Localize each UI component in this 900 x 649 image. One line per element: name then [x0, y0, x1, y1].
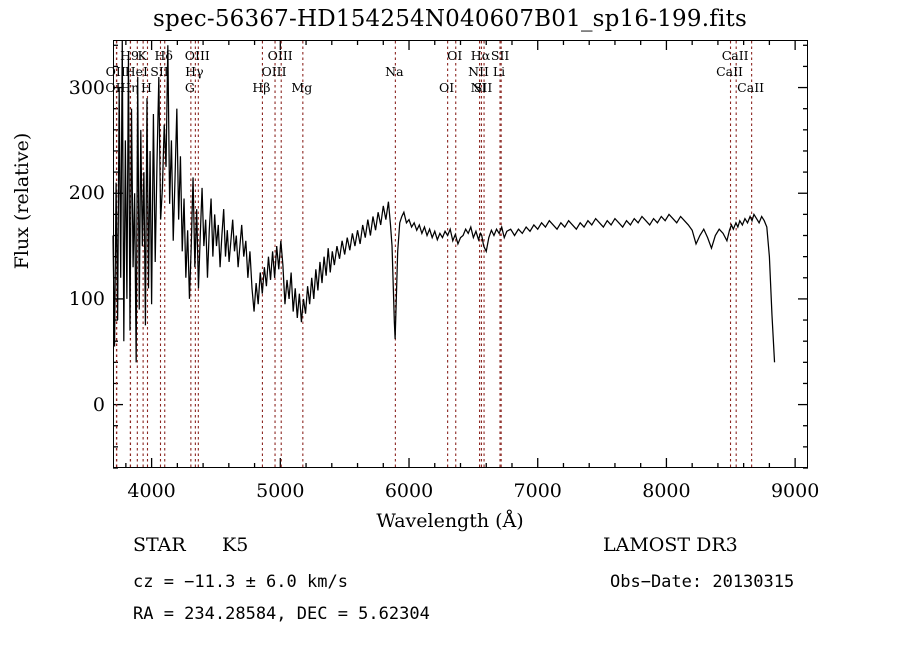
figure-title: spec-56367-HD154254N040607B01_sp16-199.f… — [153, 6, 747, 32]
line-label-oiii: OIII — [267, 48, 293, 63]
x-tick-label: 8000 — [642, 480, 691, 502]
line-label-sii: SII — [150, 64, 169, 79]
y-tick-label: 200 — [68, 182, 105, 205]
line-label-g: G — [184, 80, 195, 95]
line-label-oii: OII — [105, 80, 126, 95]
spectrum-trace — [112, 39, 776, 363]
line-label-ni: NI — [470, 80, 487, 95]
line-label-h: Hδ — [154, 48, 173, 63]
line-label-caii: CaII — [737, 80, 765, 95]
line-label-oi: OI — [447, 48, 463, 63]
x-tick-label: 7000 — [513, 480, 562, 502]
y-tick-label: 0 — [92, 393, 105, 416]
line-label-sii: SII — [490, 48, 510, 63]
x-tick-label: 5000 — [256, 480, 305, 502]
line-marker-group — [115, 41, 753, 467]
object-subclass: K5 — [222, 534, 249, 556]
line-label-caii: CaII — [721, 48, 749, 63]
axis-ticks — [113, 40, 808, 469]
x-tick-label: 6000 — [384, 480, 434, 502]
coordinates: RA = 234.28584, DEC = 5.62304 — [133, 604, 430, 624]
line-label-hei: HeI — [124, 64, 148, 79]
redshift-velocity: cz = −11.3 ± 6.0 km/s — [133, 572, 348, 592]
line-label-na: Na — [385, 64, 404, 79]
line-label-h: Hγ — [185, 64, 204, 79]
line-label-oi: OI — [439, 80, 455, 95]
survey-name: LAMOST DR3 — [603, 534, 738, 556]
line-label-h9: H9 — [120, 48, 139, 63]
line-label-h: Hβ — [252, 80, 271, 95]
line-label-oii: OII — [105, 64, 126, 79]
observation-date: Obs−Date: 20130315 — [610, 572, 795, 592]
line-label-h: Hα — [470, 48, 491, 63]
line-label-sii: SII — [473, 80, 493, 95]
line-label-caii: CaII — [716, 64, 743, 79]
x-tick-label: 4000 — [127, 480, 176, 502]
line-label-h: H — [141, 80, 152, 95]
x-tick-label: 9000 — [770, 480, 820, 502]
line-label-mg: Mg — [291, 80, 313, 95]
line-label-nii: NII — [468, 64, 489, 79]
line-label-oiii: OIII — [261, 64, 287, 79]
line-label-li: Li — [492, 64, 506, 79]
x-axis-title: Wavelength (Å) — [376, 510, 524, 532]
spectrum-trace-group — [112, 39, 776, 363]
y-tick-label: 100 — [68, 287, 105, 310]
object-class: STAR — [133, 534, 186, 556]
y-tick-label: 300 — [68, 76, 105, 99]
y-axis-title: Flux (relative) — [11, 132, 33, 270]
line-label-oiii: OIII — [184, 48, 210, 63]
line-label-k: K — [137, 48, 147, 63]
line-label-h: Hη — [120, 80, 139, 95]
